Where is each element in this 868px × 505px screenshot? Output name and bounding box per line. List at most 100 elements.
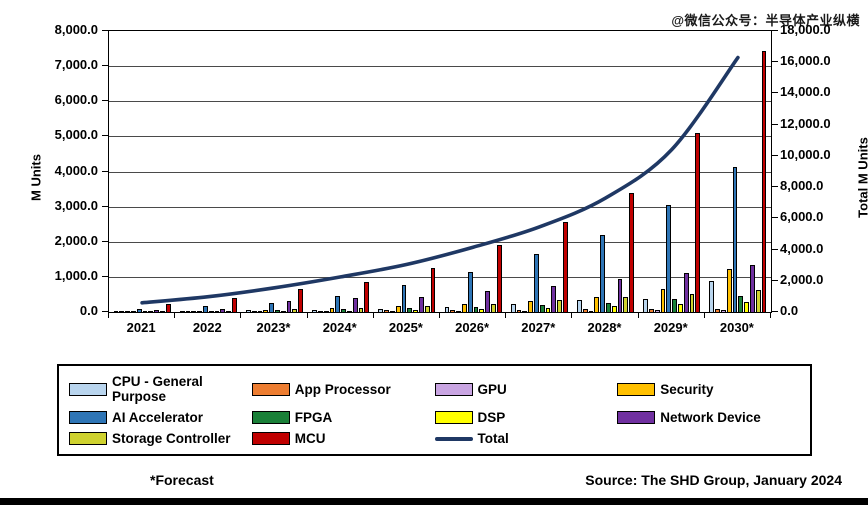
bar-mcu-2026 bbox=[496, 245, 502, 312]
bar-dsp-2030 bbox=[744, 302, 749, 312]
bar-network-device-2021 bbox=[154, 309, 159, 312]
tick-mark bbox=[102, 311, 108, 312]
plot-area bbox=[108, 30, 772, 313]
bar-mcu-2023 bbox=[298, 288, 303, 312]
tick-mark bbox=[102, 135, 108, 137]
bar-ai-accelerator-2029 bbox=[666, 204, 672, 312]
tick-mark bbox=[102, 275, 108, 277]
bar-fpga-2027 bbox=[539, 304, 545, 312]
axis-tick-label: 12,000.0 bbox=[780, 115, 831, 131]
bar-mcu-2030 bbox=[761, 51, 767, 312]
gridline bbox=[109, 241, 771, 243]
bar-app-processor-2030 bbox=[715, 308, 720, 312]
tick-mark bbox=[771, 30, 778, 31]
bar-security-2025 bbox=[395, 306, 401, 312]
bar-storage-controller-2027 bbox=[557, 299, 562, 312]
gridline bbox=[109, 136, 771, 138]
x-axis-label: 2027* bbox=[521, 320, 556, 335]
bar-ai-accelerator-2024 bbox=[335, 296, 341, 312]
legend-item-dsp: DSP bbox=[434, 410, 618, 425]
bar-security-2026 bbox=[462, 303, 467, 312]
bar-network-device-2028 bbox=[617, 279, 623, 312]
axis-tick-label: 0.0 bbox=[79, 303, 98, 318]
tick-mark bbox=[108, 312, 109, 318]
bar-app-processor-2024 bbox=[318, 310, 323, 312]
gridline bbox=[109, 171, 771, 173]
legend-color-swatch bbox=[69, 411, 107, 424]
tick-mark bbox=[771, 311, 778, 312]
bar-storage-controller-2029 bbox=[689, 294, 695, 312]
legend-color-swatch bbox=[617, 411, 656, 424]
forecast-note: *Forecast bbox=[150, 472, 214, 488]
legend-color-swatch bbox=[251, 382, 290, 396]
legend-label: FPGA bbox=[294, 410, 333, 425]
gridline bbox=[109, 276, 771, 278]
total-line bbox=[140, 55, 740, 305]
bar-storage-controller-2023 bbox=[292, 308, 298, 312]
bar-ai-accelerator-2021 bbox=[136, 308, 142, 312]
tick-mark bbox=[439, 312, 440, 318]
bar-gpu-2030 bbox=[721, 309, 726, 312]
tick-mark bbox=[770, 312, 771, 318]
right-axis-title: Total M Units bbox=[855, 137, 868, 218]
axis-tick-label: 5,000.0 bbox=[54, 127, 98, 143]
tick-mark bbox=[102, 240, 108, 242]
tick-mark bbox=[637, 312, 639, 318]
bar-cpu-general-purpose-2024 bbox=[312, 309, 317, 312]
bar-cpu-general-purpose-2026 bbox=[444, 306, 450, 312]
bar-app-processor-2022 bbox=[185, 310, 191, 312]
bar-gpu-2021 bbox=[125, 310, 130, 312]
bar-network-device-2026 bbox=[485, 290, 490, 312]
tick-mark bbox=[102, 170, 108, 172]
bar-cpu-general-purpose-2023 bbox=[246, 310, 251, 312]
legend-item-mcu: MCU bbox=[251, 431, 435, 446]
x-axis-label: 2029* bbox=[653, 320, 688, 335]
legend-item-app-processor: App Processor bbox=[251, 374, 435, 404]
bar-mcu-2025 bbox=[430, 267, 436, 312]
bar-dsp-2028 bbox=[611, 306, 617, 312]
x-axis-label: 2028* bbox=[587, 320, 622, 335]
axis-tick-label: 4,000.0 bbox=[780, 240, 824, 256]
bar-ai-accelerator-2028 bbox=[600, 234, 605, 312]
bar-fpga-2026 bbox=[473, 306, 479, 312]
legend-item-total: Total bbox=[434, 431, 618, 446]
bar-network-device-2024 bbox=[352, 298, 358, 312]
legend-color-swatch bbox=[434, 382, 473, 396]
bar-cpu-general-purpose-2030 bbox=[709, 281, 715, 312]
x-axis-label: 2024* bbox=[322, 320, 357, 335]
bar-network-device-2022 bbox=[220, 308, 226, 312]
bar-ai-accelerator-2025 bbox=[401, 285, 407, 312]
right-axis-tick-labels: 0.0 2,000.0 4,000.0 6,000.0 8,000.0 10,000.0 1… bbox=[780, 23, 850, 318]
tick-mark bbox=[306, 312, 308, 318]
axis-tick-label: 8,000.0 bbox=[780, 178, 824, 194]
bar-gpu-2025 bbox=[390, 310, 395, 312]
bar-gpu-2026 bbox=[456, 310, 461, 312]
bar-mcu-2027 bbox=[563, 221, 568, 312]
bar-network-device-2027 bbox=[551, 286, 557, 312]
tick-mark bbox=[102, 65, 108, 67]
bar-ai-accelerator-2030 bbox=[732, 167, 738, 312]
bar-security-2027 bbox=[528, 300, 533, 312]
legend-label: CPU - General Purpose bbox=[112, 374, 203, 404]
bar-fpga-2023 bbox=[275, 310, 280, 312]
legend-color-swatch bbox=[617, 382, 656, 396]
legend-line-swatch bbox=[434, 436, 473, 441]
gridline bbox=[109, 66, 771, 68]
axis-tick-label: 14,000.0 bbox=[780, 84, 831, 100]
bar-network-device-2025 bbox=[419, 296, 424, 312]
tick-mark bbox=[102, 30, 108, 31]
bar-storage-controller-2021 bbox=[160, 310, 165, 312]
left-axis-title: M Units bbox=[28, 154, 44, 201]
bar-app-processor-2029 bbox=[649, 309, 654, 312]
bars-layer bbox=[109, 31, 771, 312]
left-axis-tick-labels: 0.0 1,000.0 2,000.0 3,000.0 4,000.0 5,000.0 6,… bbox=[0, 23, 98, 318]
bar-dsp-2027 bbox=[545, 307, 551, 312]
bar-gpu-2022 bbox=[191, 310, 197, 312]
legend-color-swatch bbox=[251, 411, 290, 424]
bar-fpga-2028 bbox=[606, 302, 611, 312]
x-axis-label: 2022 bbox=[192, 320, 222, 335]
bar-storage-controller-2028 bbox=[623, 297, 629, 312]
axis-tick-label: 18,000.0 bbox=[780, 22, 831, 37]
tick-mark bbox=[771, 279, 778, 281]
bar-fpga-2029 bbox=[672, 299, 677, 312]
